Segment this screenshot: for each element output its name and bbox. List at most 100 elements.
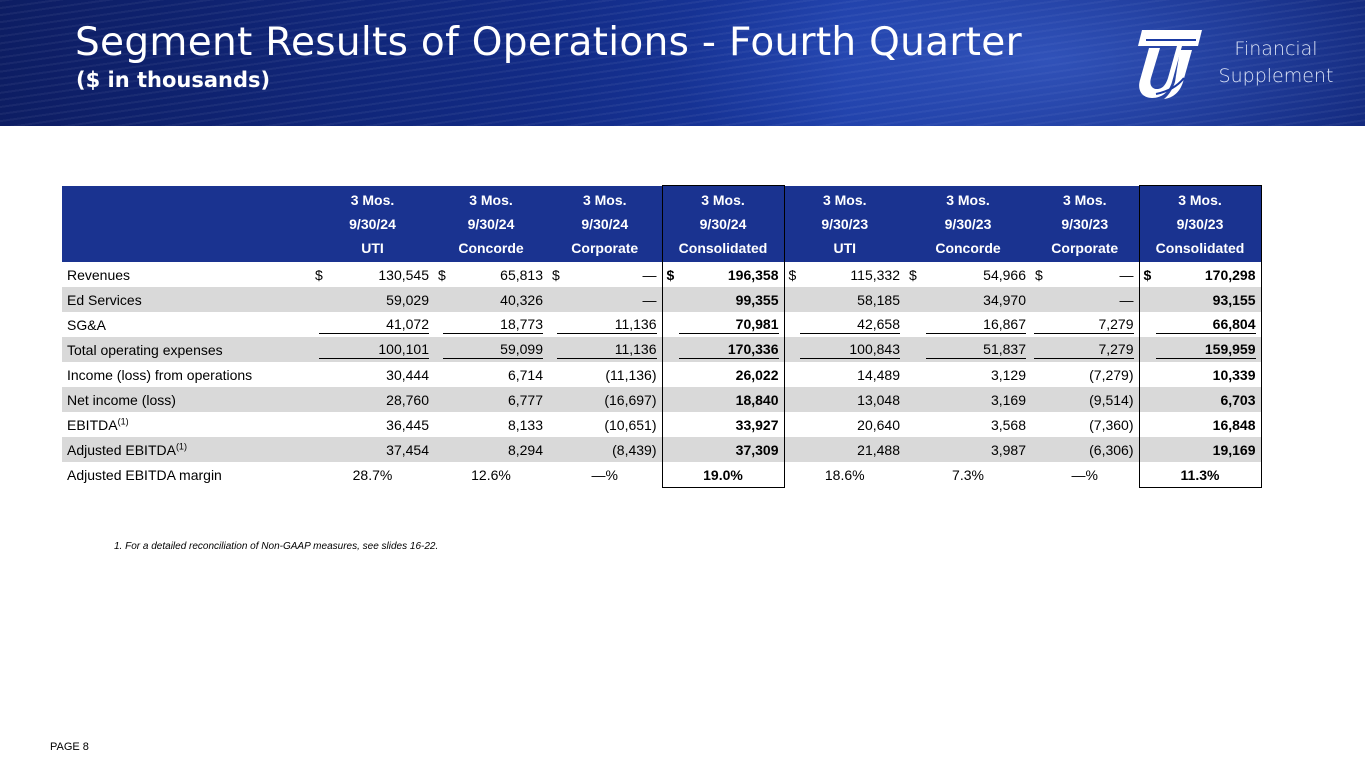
- value-cell: 41,072: [311, 312, 434, 337]
- value-cell: 40,326: [434, 287, 548, 312]
- value-text: 100,843: [800, 341, 900, 359]
- value-text: 170,298: [1204, 266, 1256, 283]
- column-header-period: 3 Mos.: [1138, 185, 1262, 212]
- uti-logo-icon: [1138, 30, 1202, 99]
- value-text: 18,773: [443, 316, 543, 334]
- column-header-date: 9/30/24: [548, 212, 662, 236]
- value-text: 20,640: [857, 416, 900, 433]
- value-cell: 34,970: [905, 287, 1031, 312]
- value-text: (7,360): [1089, 416, 1134, 433]
- value-cell: 59,029: [311, 287, 434, 312]
- value-cell: 28.7%: [311, 462, 434, 488]
- value-cell: 66,804: [1138, 312, 1262, 337]
- value-cell: 20,640: [784, 412, 905, 437]
- value-cell: (7,360): [1031, 412, 1139, 437]
- value-text: 130,545: [378, 266, 429, 283]
- value-cell: 36,445: [311, 412, 434, 437]
- value-text: (10,651): [604, 416, 657, 433]
- row-label-text: Adjusted EBITDA: [67, 441, 176, 458]
- value-cell: (11,136): [548, 362, 662, 387]
- value-cell: 18,840: [661, 387, 785, 412]
- table-row: Adjusted EBITDA(1) 37,454 8,294 (8,439) 37,3…: [62, 437, 1262, 462]
- value-cell: —: [548, 287, 662, 312]
- value-cell: 70,981: [661, 312, 785, 337]
- page-number: PAGE 8: [50, 741, 89, 753]
- value-text: 70,981: [678, 316, 779, 334]
- value-text: —: [642, 291, 657, 308]
- value-cell: 37,309: [661, 437, 785, 462]
- value-cell: 159,959: [1138, 337, 1262, 362]
- value-text: 100,101: [319, 341, 429, 359]
- value-text: 66,804: [1155, 316, 1256, 334]
- value-cell: 8,294: [434, 437, 548, 462]
- value-text: —: [1119, 266, 1134, 283]
- value-text: 34,970: [983, 291, 1026, 308]
- value-cell: 59,099: [434, 337, 548, 362]
- column-header-period: 3 Mos.: [905, 185, 1031, 212]
- row-label-text: Total operating expenses: [67, 341, 223, 358]
- value-cell: 13,048: [784, 387, 905, 412]
- column-header-date: 9/30/24: [661, 212, 785, 236]
- value-cell: 100,101: [311, 337, 434, 362]
- row-label: Income (loss) from operations: [62, 362, 311, 387]
- value-text: 30,444: [386, 366, 429, 383]
- currency-symbol: $: [788, 266, 797, 283]
- value-text: 54,966: [983, 266, 1026, 283]
- value-text: 37,454: [386, 441, 429, 458]
- row-label-text: Income (loss) from operations: [67, 366, 253, 383]
- value-text: 58,185: [857, 291, 900, 308]
- column-header-date: 9/30/24: [434, 212, 548, 236]
- value-cell: 99,355: [661, 287, 785, 312]
- value-cell: 7,279: [1031, 337, 1139, 362]
- column-header-date: 9/30/23: [1031, 212, 1139, 236]
- currency-symbol: $: [315, 266, 323, 283]
- footnote-marker: (1): [175, 440, 187, 451]
- value-text: —: [1119, 291, 1134, 308]
- value-cell: (9,514): [1031, 387, 1139, 412]
- value-text: 19,169: [1212, 441, 1256, 458]
- value-cell: 28,760: [311, 387, 434, 412]
- column-header-date: 9/30/23: [905, 212, 1031, 236]
- table-row: Income (loss) from operations 30,444 6,714…: [62, 362, 1262, 387]
- segment-results-table: 3 Mos. 3 Mos. 3 Mos. 3 Mos. 3 Mos. 3 Mos. 3 Mo…: [62, 185, 1262, 488]
- value-cell: $ —: [548, 262, 662, 287]
- value-text: 170,336: [678, 341, 779, 359]
- currency-symbol: $: [552, 266, 560, 283]
- page-subtitle: ($ in thousands): [76, 68, 271, 92]
- value-text: 7,279: [1033, 316, 1134, 334]
- value-cell: $196,358: [661, 262, 785, 287]
- footnote-marker: (1): [117, 415, 129, 426]
- value-cell: —%: [548, 462, 662, 488]
- column-header-segment: Consolidated: [1138, 236, 1262, 262]
- value-cell: 3,129: [905, 362, 1031, 387]
- value-text: 65,813: [500, 266, 543, 283]
- value-text: 42,658: [800, 316, 900, 334]
- column-header-segment: UTI: [311, 236, 434, 262]
- value-text: 28.7%: [352, 466, 393, 483]
- value-cell: 58,185: [784, 287, 905, 312]
- value-cell: 93,155: [1138, 287, 1262, 312]
- column-header-segment: UTI: [784, 236, 905, 262]
- header-blank-cell: [62, 185, 311, 212]
- value-cell: —%: [1031, 462, 1139, 488]
- value-text: 36,445: [386, 416, 429, 433]
- value-text: 93,155: [1212, 291, 1256, 308]
- table-row: Net income (loss) 28,760 6,777 (16,697) 18,8…: [62, 387, 1262, 412]
- value-text: 8,294: [507, 441, 543, 458]
- value-text: 40,326: [500, 291, 543, 308]
- currency-symbol: $: [438, 266, 446, 283]
- table-row: Total operating expenses 100,101 59,099 11,…: [62, 337, 1262, 362]
- column-header-segment: Corporate: [1031, 236, 1139, 262]
- column-header-period: 3 Mos.: [434, 185, 548, 212]
- column-header-segment: Corporate: [548, 236, 662, 262]
- value-text: 51,837: [926, 341, 1026, 359]
- value-cell: $130,545: [311, 262, 434, 287]
- header-banner: Segment Results of Operations - Fourth Q…: [0, 0, 1365, 126]
- table-row: Revenues $130,545 $65,813 $ — $196,358 $115,33…: [62, 262, 1262, 287]
- value-text: 33,927: [735, 416, 779, 433]
- value-cell: 6,703: [1138, 387, 1262, 412]
- column-header-segment: Concorde: [434, 236, 548, 262]
- currency-symbol: $: [909, 266, 917, 283]
- logo-text-line1: Financial: [1234, 38, 1318, 60]
- value-cell: 12.6%: [434, 462, 548, 488]
